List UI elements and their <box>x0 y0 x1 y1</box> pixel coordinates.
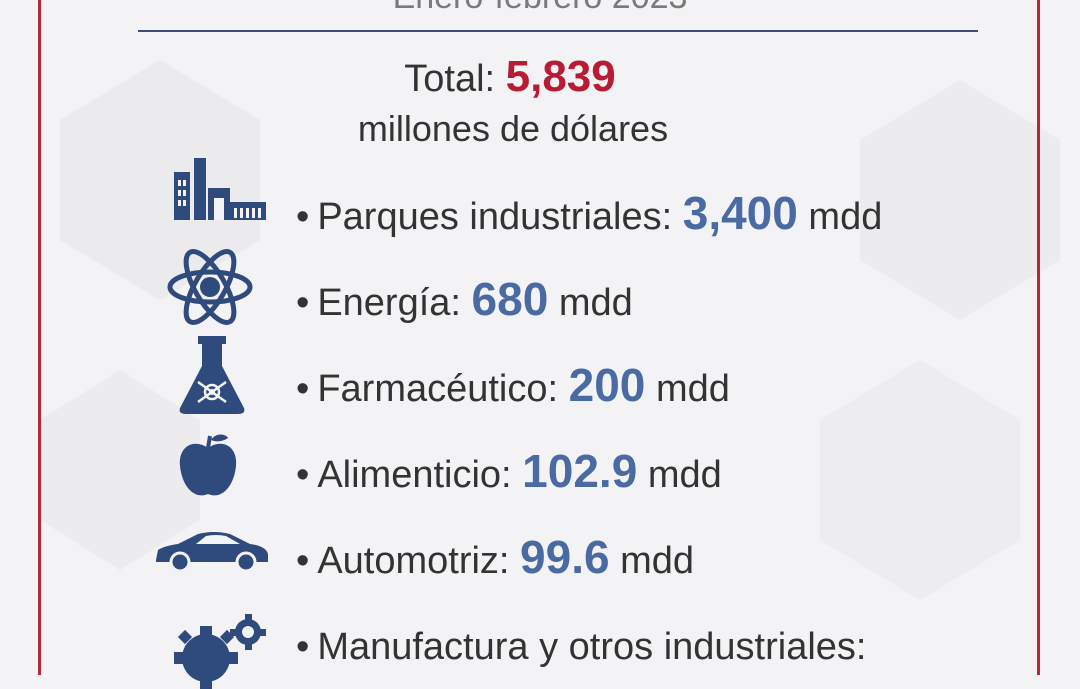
sector-unit: mdd <box>620 540 695 582</box>
sector-label: Alimenticio: <box>317 454 512 496</box>
flask-icon <box>179 336 245 414</box>
factory-icon <box>174 158 266 220</box>
bullet: • <box>296 282 310 324</box>
sector-row-energia: • Energía: 680 mdd <box>0 249 1080 342</box>
apple-icon <box>179 434 237 496</box>
sector-row-alimenticio: • Alimenticio: 102.9 mdd <box>0 428 1080 514</box>
gears-icon <box>174 614 266 689</box>
header-divider <box>138 30 978 32</box>
bullet: • <box>296 454 310 496</box>
frame-border-left <box>38 0 41 675</box>
total-value: 5,839 <box>505 52 616 101</box>
bullet: • <box>296 626 310 668</box>
sector-unit: mdd <box>647 454 722 496</box>
sector-unit: mdd <box>808 196 883 238</box>
sector-value: 99.6 <box>520 531 610 583</box>
period-subtitle: Enero-febrero 2023 <box>360 0 720 17</box>
sector-row-farmaceutico: • Farmacéutico: 200 mdd <box>0 336 1080 428</box>
sector-row-automotriz: • Automotriz: 99.6 mdd <box>0 514 1080 600</box>
bullet: • <box>296 368 310 410</box>
sector-text: • Farmacéutico: 200 mdd <box>296 358 730 412</box>
total-label: Total: <box>404 58 496 100</box>
frame-border-right <box>1037 0 1040 675</box>
sector-value: 102.9 <box>522 445 638 497</box>
atom-icon <box>167 249 253 325</box>
sector-label: Automotriz: <box>317 540 510 582</box>
sector-value: 680 <box>471 273 549 325</box>
sector-label: Manufactura y otros industriales: <box>317 626 867 668</box>
sector-value: 200 <box>568 359 646 411</box>
car-icon <box>156 532 268 573</box>
total-unit: millones de dólares <box>357 108 669 149</box>
background-pattern <box>0 0 1080 675</box>
sector-text: • Energía: 680 mdd <box>296 272 633 326</box>
sector-text: • Manufactura y otros industriales: <box>296 616 866 670</box>
sector-label: Parques industriales: <box>317 196 673 238</box>
sector-value: 3,400 <box>682 187 798 239</box>
sector-row-parques: • Parques industriales: 3,400 mdd <box>0 158 1080 256</box>
sector-unit: mdd <box>558 282 633 324</box>
sector-text: • Automotriz: 99.6 mdd <box>296 530 694 584</box>
sector-text: • Parques industriales: 3,400 mdd <box>296 186 882 240</box>
sector-row-manufactura: • Manufactura y otros industriales: <box>0 600 1080 689</box>
bullet: • <box>296 196 310 238</box>
sector-label: Energía: <box>317 282 461 324</box>
total-line: Total: 5,839 <box>300 52 720 102</box>
sector-text: • Alimenticio: 102.9 mdd <box>296 444 722 498</box>
bullet: • <box>296 540 310 582</box>
sector-label: Farmacéutico: <box>317 368 559 410</box>
sector-unit: mdd <box>655 368 730 410</box>
